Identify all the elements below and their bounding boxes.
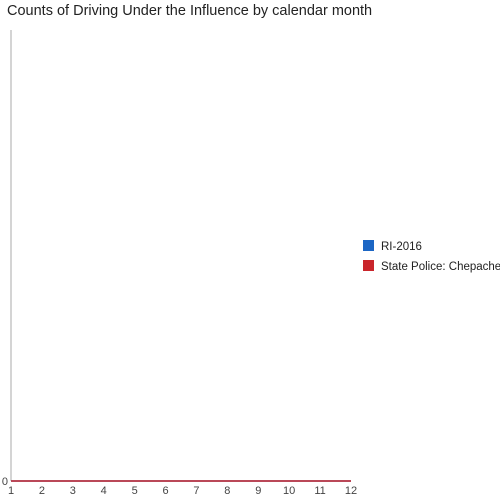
x-tick-label-7: 8	[224, 485, 230, 497]
x-tick-label-10: 11	[314, 485, 325, 497]
x-tick-label-11: 12	[345, 485, 357, 497]
legend: RI-2016 State Police: Chepachet	[363, 240, 500, 273]
legend-swatch-0	[363, 240, 374, 251]
x-tick-label-0: 1	[8, 485, 14, 497]
legend-swatch-1	[363, 260, 374, 271]
x-tick-label-4: 5	[132, 485, 138, 497]
x-tick-label-8: 9	[255, 485, 261, 497]
x-tick-label-9: 10	[283, 485, 295, 497]
x-tick-label-2: 3	[70, 485, 76, 497]
legend-label-0: RI-2016	[381, 241, 422, 253]
x-tick-label-6: 7	[193, 485, 199, 497]
x-tick-label-1: 2	[39, 485, 45, 497]
legend-label-1: State Police: Chepachet	[381, 261, 500, 273]
x-tick-label-3: 4	[101, 485, 107, 497]
x-tick-labels: 1 2 3 4 5 6 7 8 9 10 11 12	[8, 485, 357, 497]
x-tick-label-5: 6	[162, 485, 168, 497]
